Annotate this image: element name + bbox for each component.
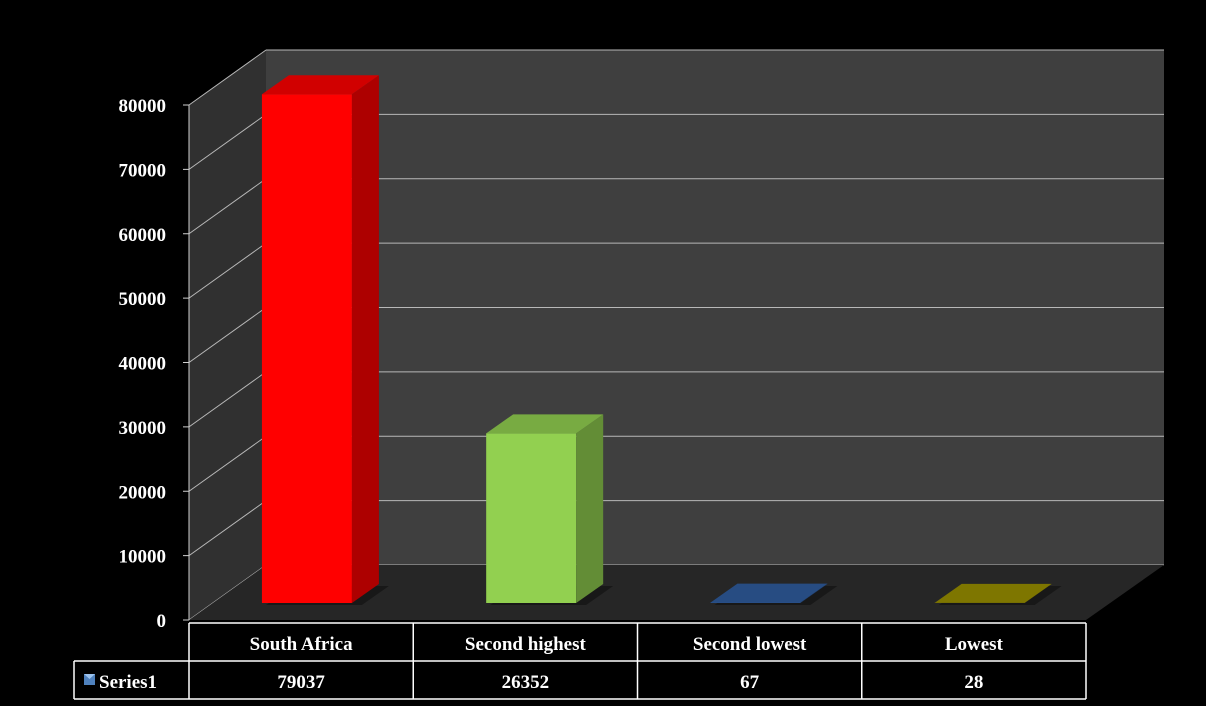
bar-top [261, 75, 379, 95]
bar-3 [710, 583, 838, 605]
value-label: 67 [740, 672, 760, 693]
bar-side [351, 75, 379, 603]
bar-top [710, 583, 828, 603]
bar-2 [486, 414, 614, 605]
bars-group [261, 75, 1062, 605]
gridline-side [188, 178, 267, 235]
legend-key [84, 674, 95, 685]
bar-front [486, 433, 577, 603]
value-label: 28 [964, 672, 983, 693]
y-tick-label: 10000 [119, 547, 167, 568]
category-label: Second lowest [693, 634, 807, 655]
gridline-side [188, 242, 267, 299]
bar-side [800, 583, 828, 603]
y-tick-label: 80000 [119, 96, 167, 117]
data-table: South Africa 79037 Second highest 26352 Seco… [73, 622, 1087, 700]
category-label: Second highest [465, 634, 587, 655]
value-label: 79037 [277, 672, 325, 693]
y-tick-label: 20000 [119, 482, 167, 503]
legend-key-highlight [84, 674, 95, 679]
gridline-side [188, 371, 267, 428]
y-axis: 0 10000 20000 30000 40000 50000 60000 70000 8000… [119, 96, 190, 632]
series-name-label: Series1 [99, 672, 157, 693]
gridline-side [188, 49, 267, 106]
y-tick-label: 50000 [119, 289, 167, 310]
y-tick-label: 30000 [119, 418, 167, 439]
bar-front [261, 94, 352, 603]
category-label: South Africa [250, 634, 353, 655]
y-tick-label: 60000 [119, 225, 167, 246]
gridline-side [188, 113, 267, 170]
bar-top [934, 583, 1052, 603]
gridline-side [188, 500, 267, 557]
bar-4 [934, 583, 1062, 605]
bar-1 [261, 75, 389, 605]
gridline-side [188, 307, 267, 363]
y-tick-label: 70000 [119, 160, 167, 181]
chart-floor [189, 565, 1164, 620]
floor-plane [189, 565, 1164, 620]
bar-side [576, 414, 604, 603]
gridline-side [188, 435, 267, 492]
y-tick-label: 40000 [119, 354, 167, 375]
value-label: 26352 [502, 672, 550, 693]
bar-side [1024, 583, 1052, 603]
category-label: Lowest [945, 634, 1004, 655]
y-tick-label: 0 [157, 611, 167, 632]
bar-top [486, 414, 604, 434]
